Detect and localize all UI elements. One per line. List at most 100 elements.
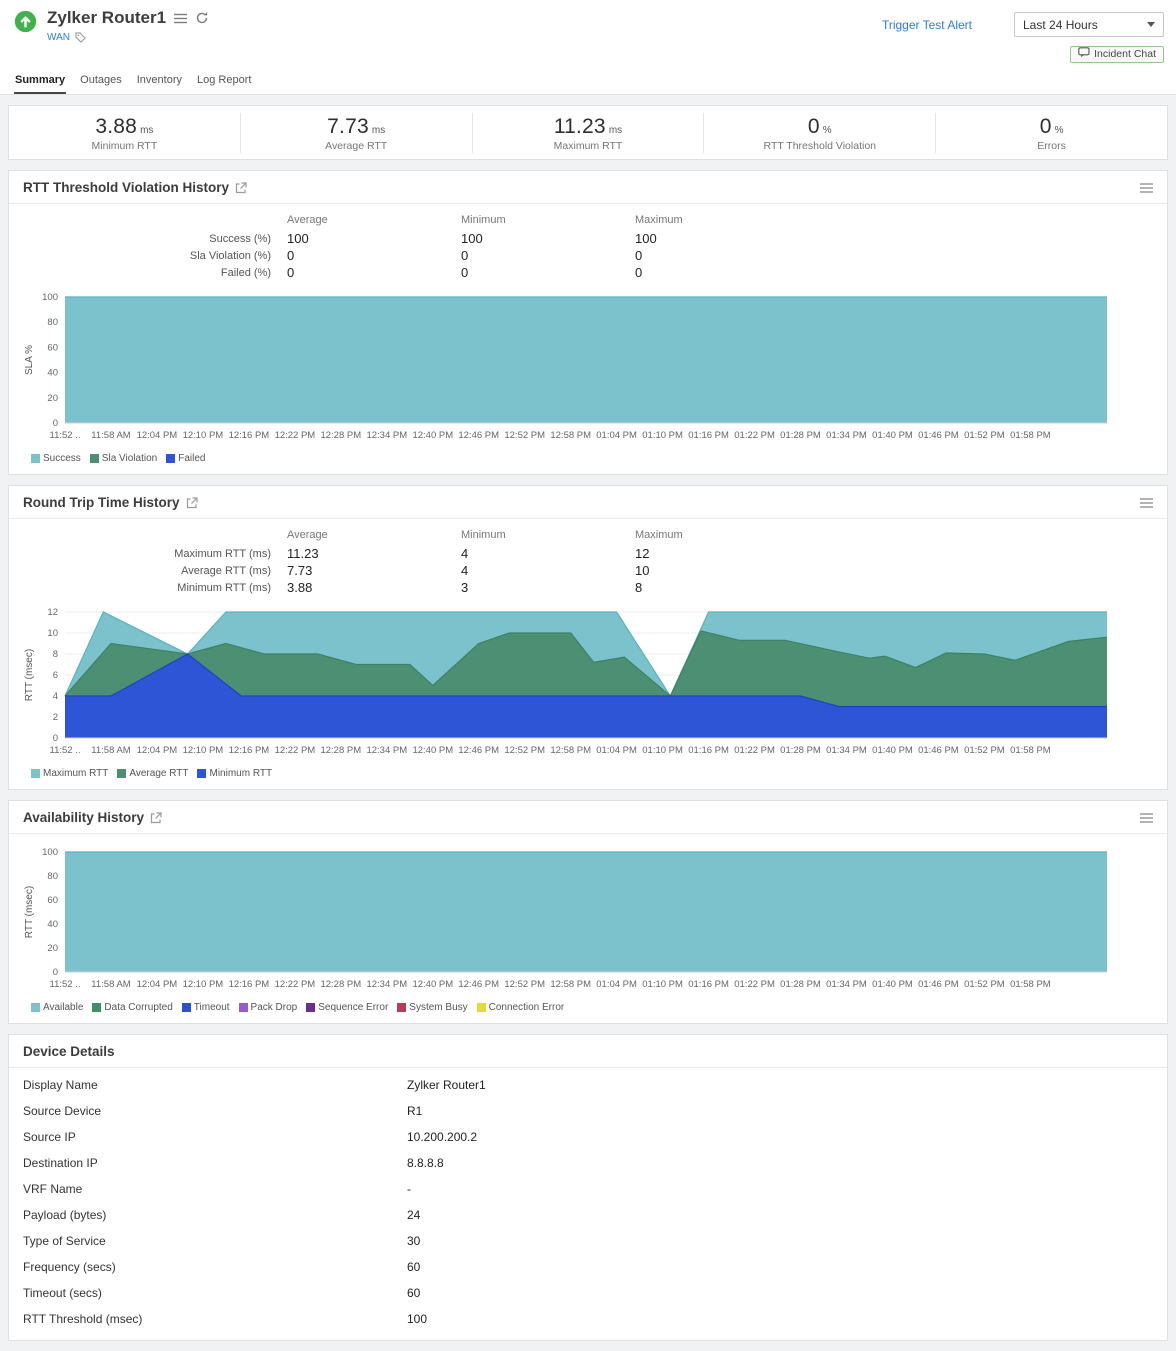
legend-item[interactable]: Failed bbox=[166, 453, 205, 464]
svg-text:11:52 ..: 11:52 .. bbox=[50, 745, 81, 756]
time-range-select[interactable]: Last 24 Hours bbox=[1014, 12, 1164, 37]
device-detail-row: Frequency (secs) 60 bbox=[23, 1260, 421, 1274]
table-row: Success (%) 100 100 100 bbox=[209, 231, 657, 246]
column-header: Average bbox=[287, 214, 328, 226]
legend-item[interactable]: Sla Violation bbox=[89, 453, 157, 464]
svg-text:01:10 PM: 01:10 PM bbox=[642, 979, 683, 990]
chart-menu-icon[interactable] bbox=[1140, 812, 1153, 823]
availability-chart-legend: Available Data Corrupted Timeout Pack Drop S… bbox=[9, 999, 1167, 1023]
category-link-wan[interactable]: WAN bbox=[47, 32, 70, 43]
device-detail-row: Source IP 10.200.200.2 bbox=[23, 1130, 478, 1144]
svg-text:12: 12 bbox=[47, 607, 58, 618]
tab-inventory[interactable]: Inventory bbox=[136, 74, 182, 86]
panel-title: Round Trip Time History bbox=[23, 495, 180, 510]
svg-text:01:22 PM: 01:22 PM bbox=[734, 430, 775, 441]
legend-item[interactable]: Average RTT bbox=[117, 768, 188, 779]
svg-text:20: 20 bbox=[47, 943, 58, 954]
device-detail-row: Type of Service 30 bbox=[23, 1234, 421, 1248]
svg-text:01:46 PM: 01:46 PM bbox=[918, 979, 959, 990]
external-link-icon[interactable] bbox=[186, 496, 198, 509]
svg-text:80: 80 bbox=[47, 317, 58, 328]
svg-text:01:16 PM: 01:16 PM bbox=[688, 979, 729, 990]
svg-text:11:52 ..: 11:52 .. bbox=[50, 979, 81, 990]
tag-icon[interactable] bbox=[75, 32, 86, 43]
legend-item[interactable]: Connection Error bbox=[476, 1002, 564, 1013]
svg-text:12:58 PM: 12:58 PM bbox=[550, 979, 591, 990]
panel-device-details: Device Details Display Name Zylker Router… bbox=[8, 1034, 1168, 1341]
panel-title: Device Details bbox=[23, 1044, 115, 1059]
svg-text:8: 8 bbox=[53, 649, 58, 660]
svg-text:12:34 PM: 12:34 PM bbox=[366, 979, 407, 990]
svg-text:4: 4 bbox=[53, 691, 58, 702]
svg-text:12:46 PM: 12:46 PM bbox=[458, 745, 499, 756]
legend-item[interactable]: Timeout bbox=[181, 1002, 230, 1013]
table-row: Failed (%) 0 0 0 bbox=[220, 265, 643, 280]
svg-text:01:40 PM: 01:40 PM bbox=[872, 745, 913, 756]
svg-text:12:58 PM: 12:58 PM bbox=[550, 745, 591, 756]
device-detail-row: RTT Threshold (msec) 100 bbox=[23, 1312, 428, 1326]
svg-text:12:10 PM: 12:10 PM bbox=[183, 430, 224, 441]
device-detail-row: Payload (bytes) 24 bbox=[23, 1208, 421, 1222]
stat-average-rtt: 7.73 ms Average RTT bbox=[239, 113, 472, 153]
legend-item[interactable]: Minimum RTT bbox=[197, 768, 272, 779]
legend-item[interactable]: Maximum RTT bbox=[31, 768, 108, 779]
legend-item[interactable]: Available bbox=[31, 1002, 83, 1013]
incident-chat-button[interactable]: Incident Chat bbox=[1070, 46, 1164, 63]
chart-menu-icon[interactable] bbox=[1140, 182, 1153, 193]
hamburger-icon[interactable] bbox=[174, 13, 188, 24]
svg-text:11:58 AM: 11:58 AM bbox=[91, 979, 131, 990]
svg-text:12:46 PM: 12:46 PM bbox=[458, 979, 499, 990]
svg-text:01:40 PM: 01:40 PM bbox=[872, 979, 913, 990]
rtt-chart: 0 2 4 6 8 10 12 RTT (msec) 11:52 .. 11:58 AM 12:04… bbox=[9, 598, 1167, 765]
svg-text:12:22 PM: 12:22 PM bbox=[275, 979, 316, 990]
column-header: Maximum bbox=[635, 529, 683, 541]
rtt-summary-table: Average Minimum Maximum Maximum RTT (ms)… bbox=[9, 519, 1167, 598]
chart-menu-icon[interactable] bbox=[1140, 497, 1153, 508]
time-range-value: Last 24 Hours bbox=[1023, 17, 1098, 32]
panel-title: RTT Threshold Violation History bbox=[23, 180, 230, 195]
svg-text:01:04 PM: 01:04 PM bbox=[596, 745, 637, 756]
external-link-icon[interactable] bbox=[150, 811, 162, 824]
svg-text:01:40 PM: 01:40 PM bbox=[872, 430, 913, 441]
svg-text:12:52 PM: 12:52 PM bbox=[504, 745, 545, 756]
device-detail-row: Destination IP 8.8.8.8 bbox=[23, 1156, 444, 1170]
svg-text:01:58 PM: 01:58 PM bbox=[1010, 430, 1051, 441]
svg-text:12:04 PM: 12:04 PM bbox=[137, 430, 178, 441]
svg-text:RTT (msec): RTT (msec) bbox=[24, 886, 35, 938]
svg-text:12:40 PM: 12:40 PM bbox=[412, 745, 453, 756]
device-detail-row: Timeout (secs) 60 bbox=[23, 1286, 421, 1300]
rtt-chart-legend: Maximum RTT Average RTT Minimum RTT bbox=[9, 765, 1167, 789]
legend-item[interactable]: Pack Drop bbox=[238, 1002, 297, 1013]
svg-text:100: 100 bbox=[42, 847, 58, 858]
svg-text:RTT (msec): RTT (msec) bbox=[24, 649, 35, 701]
svg-text:6: 6 bbox=[53, 670, 58, 681]
legend-item[interactable]: Success bbox=[31, 453, 81, 464]
tab-log-report[interactable]: Log Report bbox=[196, 74, 252, 86]
svg-text:01:28 PM: 01:28 PM bbox=[780, 979, 821, 990]
svg-text:12:16 PM: 12:16 PM bbox=[229, 979, 270, 990]
svg-text:80: 80 bbox=[47, 871, 58, 882]
chevron-down-icon bbox=[1147, 22, 1155, 27]
column-header: Minimum bbox=[461, 214, 506, 226]
external-link-icon[interactable] bbox=[235, 181, 247, 194]
svg-text:01:34 PM: 01:34 PM bbox=[826, 979, 867, 990]
legend-item[interactable]: Sequence Error bbox=[306, 1002, 388, 1013]
legend-item[interactable]: Data Corrupted bbox=[92, 1002, 173, 1013]
panel-availability-history: Availability History 0 20 40 60 80 100 RTT (ms… bbox=[8, 800, 1168, 1024]
svg-text:12:34 PM: 12:34 PM bbox=[366, 430, 407, 441]
svg-text:01:22 PM: 01:22 PM bbox=[734, 979, 775, 990]
svg-text:SLA %: SLA % bbox=[24, 345, 35, 375]
legend-item[interactable]: System Busy bbox=[397, 1002, 468, 1013]
header: Zylker Router1 WAN Trigger Test Alert La bbox=[0, 0, 1176, 95]
svg-text:11:52 ..: 11:52 .. bbox=[50, 430, 81, 441]
device-status-up-icon bbox=[14, 10, 37, 36]
tab-summary[interactable]: Summary bbox=[14, 72, 67, 94]
svg-text:01:28 PM: 01:28 PM bbox=[780, 430, 821, 441]
tab-outages[interactable]: Outages bbox=[80, 74, 122, 86]
trigger-test-alert-link[interactable]: Trigger Test Alert bbox=[881, 17, 972, 32]
device-detail-row: Source Device R1 bbox=[23, 1104, 423, 1118]
stat-rtt-threshold-violation: 0% RTT Threshold Violation bbox=[703, 113, 935, 153]
panel-rtt-threshold-violation-history: RTT Threshold Violation History Average … bbox=[8, 170, 1168, 475]
svg-text:12:04 PM: 12:04 PM bbox=[137, 745, 178, 756]
refresh-icon[interactable] bbox=[195, 11, 209, 25]
